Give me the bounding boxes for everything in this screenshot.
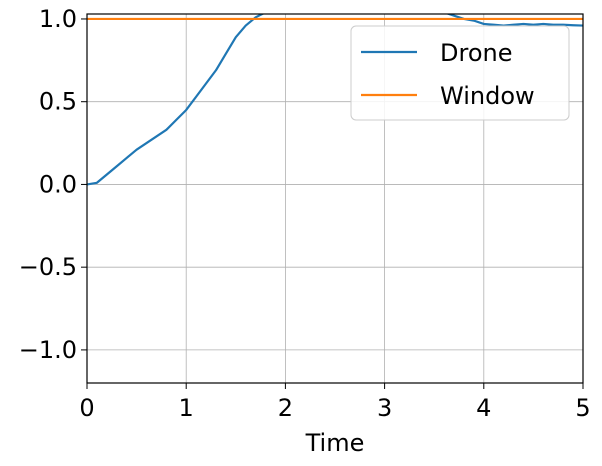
plot-frame: [86, 13, 584, 384]
x-tick-label: 4: [476, 394, 491, 422]
y-tick-label: 1.0: [39, 5, 77, 33]
legend-label-drone: Drone: [440, 39, 512, 67]
series-line-drone: [87, 14, 583, 186]
series-layer: [87, 14, 583, 186]
legend: Drone Window: [350, 25, 570, 121]
x-axis-label: Time: [305, 429, 365, 457]
legend-label-window: Window: [440, 82, 535, 110]
y-tick-label: −1.0: [19, 336, 77, 364]
y-tick-label: 0.5: [39, 88, 77, 116]
y-tick-label: 0.0: [39, 170, 77, 198]
x-tick-label: 2: [278, 394, 293, 422]
x-axis: 0 1 2 3 4 5: [79, 383, 591, 422]
x-tick-label: 0: [79, 394, 94, 422]
x-tick-label: 5: [575, 394, 590, 422]
x-tick-label: 3: [377, 394, 392, 422]
x-tick-label: 1: [179, 394, 194, 422]
y-tick-label: −0.5: [19, 253, 77, 281]
legend-box: [350, 25, 570, 121]
y-axis: −1.0 −0.5 0.0 0.5 1.0: [19, 5, 87, 364]
